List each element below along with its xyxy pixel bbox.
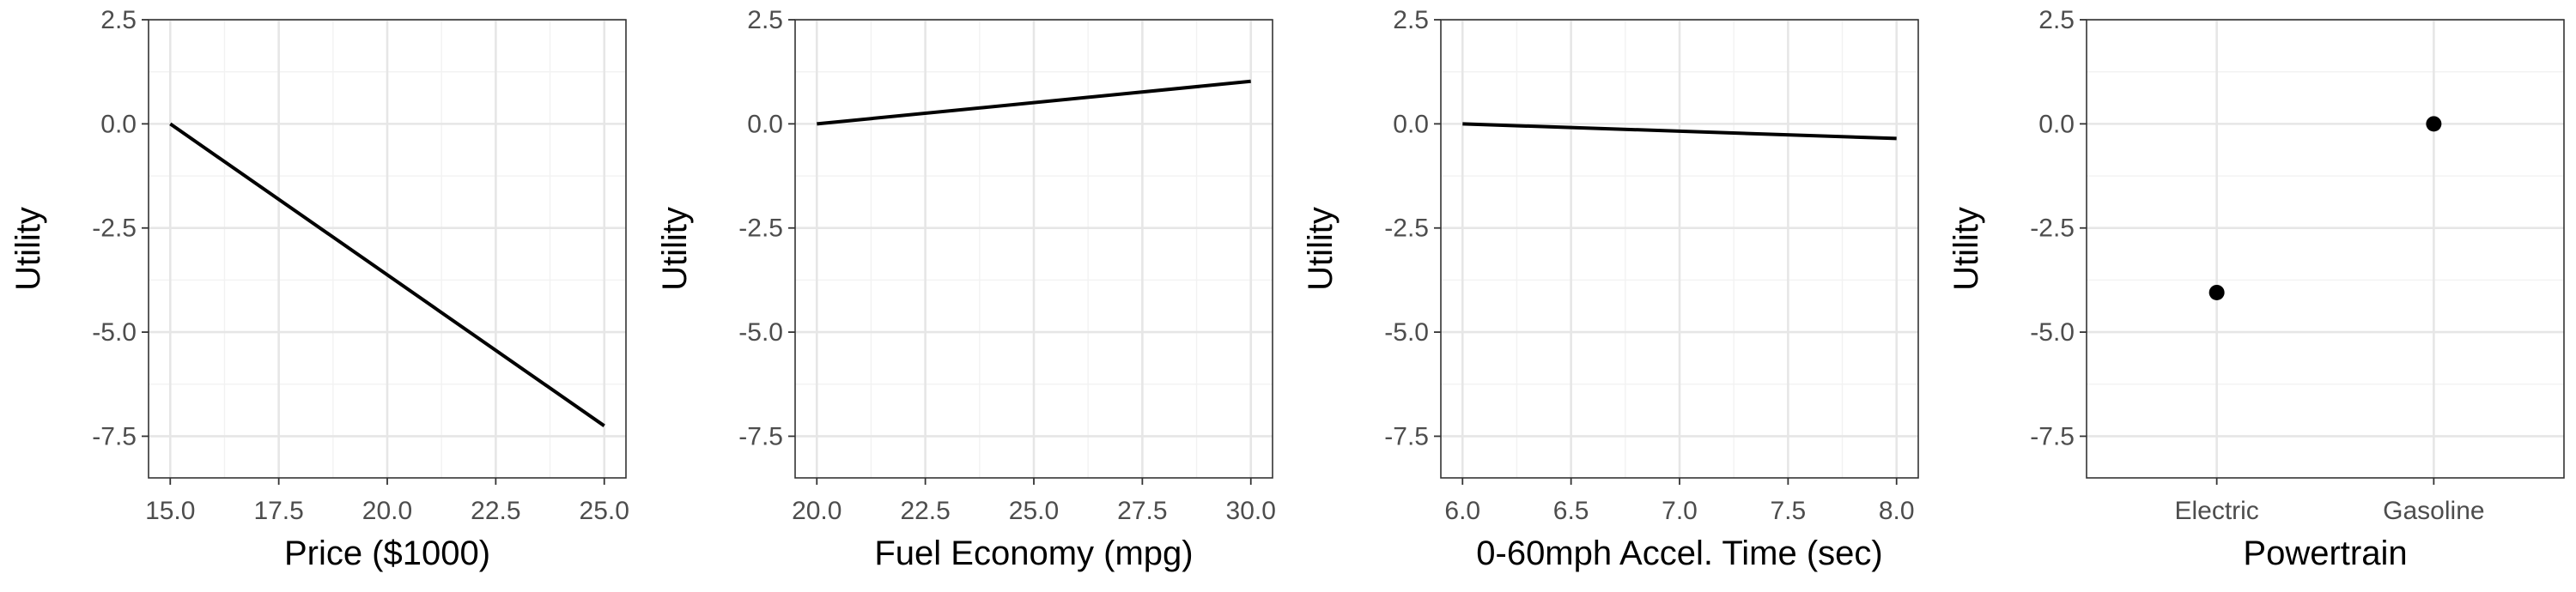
x-axis-title: Powertrain <box>2243 535 2407 572</box>
x-tick-label: 25.0 <box>580 497 629 525</box>
y-tick-label: 0.0 <box>100 110 137 138</box>
y-tick-label: -7.5 <box>738 422 783 450</box>
plot-area <box>2087 20 2564 478</box>
y-tick-label: -5.0 <box>2030 318 2075 347</box>
chart-panel-3: 2.5 0.0 -2.5 -5.0 -7.5 6.0 6.5 7.0 7.5 8.0 0-60mph… <box>1302 6 1919 572</box>
y-tick-label: -5.0 <box>92 318 137 347</box>
series-line <box>817 79 1251 126</box>
y-axis-title: Utility <box>1947 207 1985 291</box>
x-tick-label: 8.0 <box>1879 497 1915 525</box>
x-tick-label: 17.5 <box>253 497 303 525</box>
y-tick-label: -7.5 <box>2030 422 2075 450</box>
x-tick-label: 25.0 <box>1009 497 1059 525</box>
x-tick-label: 30.0 <box>1226 497 1276 525</box>
y-tick-label: 2.5 <box>1393 6 1429 34</box>
y-axis-title: Utility <box>656 207 694 291</box>
y-tick-label: -5.0 <box>738 318 783 347</box>
chart-panel-4: 2.5 0.0 -2.5 -5.0 -7.5 Electric Gasoline Powert… <box>1947 6 2565 572</box>
series-line <box>169 122 605 427</box>
x-tick-label: 7.5 <box>1771 497 1807 525</box>
y-tick-label: 2.5 <box>100 6 137 34</box>
y-tick-label: 2.5 <box>747 6 783 34</box>
x-tick-label: 6.0 <box>1444 497 1480 525</box>
x-tick-label: 22.5 <box>900 497 950 525</box>
x-tick-label: 20.0 <box>792 497 841 525</box>
y-tick-label: -7.5 <box>1384 422 1429 450</box>
x-tick-label: 15.0 <box>145 497 195 525</box>
data-point-electric <box>2208 284 2225 300</box>
y-tick-label: 0.0 <box>747 110 783 138</box>
y-tick-label: -7.5 <box>92 422 137 450</box>
x-axis-title: Fuel Economy (mpg) <box>874 535 1193 572</box>
y-tick-label: 2.5 <box>2038 6 2075 34</box>
y-axis-title: Utility <box>9 207 47 291</box>
chart-panel-2: 2.5 0.0 -2.5 -5.0 -7.5 20.0 22.5 25.0 27.5 30.0 Fu… <box>656 6 1276 572</box>
data-point-gasoline <box>2426 116 2442 132</box>
x-tick-label: 7.0 <box>1662 497 1698 525</box>
chart-panel-1: 2.5 0.0 -2.5 -5.0 -7.5 15.0 17.5 20.0 22.5 25.0 Pr… <box>9 6 629 572</box>
x-tick-label: 20.0 <box>362 497 412 525</box>
panel-border <box>2086 19 2565 479</box>
y-tick-label: 0.0 <box>1393 110 1429 138</box>
x-axis-title: 0-60mph Accel. Time (sec) <box>1476 535 1883 572</box>
y-tick-label: -2.5 <box>738 214 783 243</box>
y-axis-title: Utility <box>1302 207 1340 291</box>
x-tick-label: Gasoline <box>2383 497 2484 525</box>
series-line <box>1462 122 1897 141</box>
y-tick-label: -5.0 <box>1384 318 1429 347</box>
x-axis-title: Price ($1000) <box>284 535 490 572</box>
y-tick-label: -2.5 <box>92 214 137 243</box>
y-tick-label: -2.5 <box>1384 214 1429 243</box>
x-tick-label: 22.5 <box>471 497 520 525</box>
y-tick-label: 0.0 <box>2038 110 2075 138</box>
x-tick-label: 6.5 <box>1553 497 1589 525</box>
y-tick-label: -2.5 <box>2030 214 2075 243</box>
x-tick-label: Electric <box>2174 497 2258 525</box>
x-tick-label: 27.5 <box>1117 497 1167 525</box>
